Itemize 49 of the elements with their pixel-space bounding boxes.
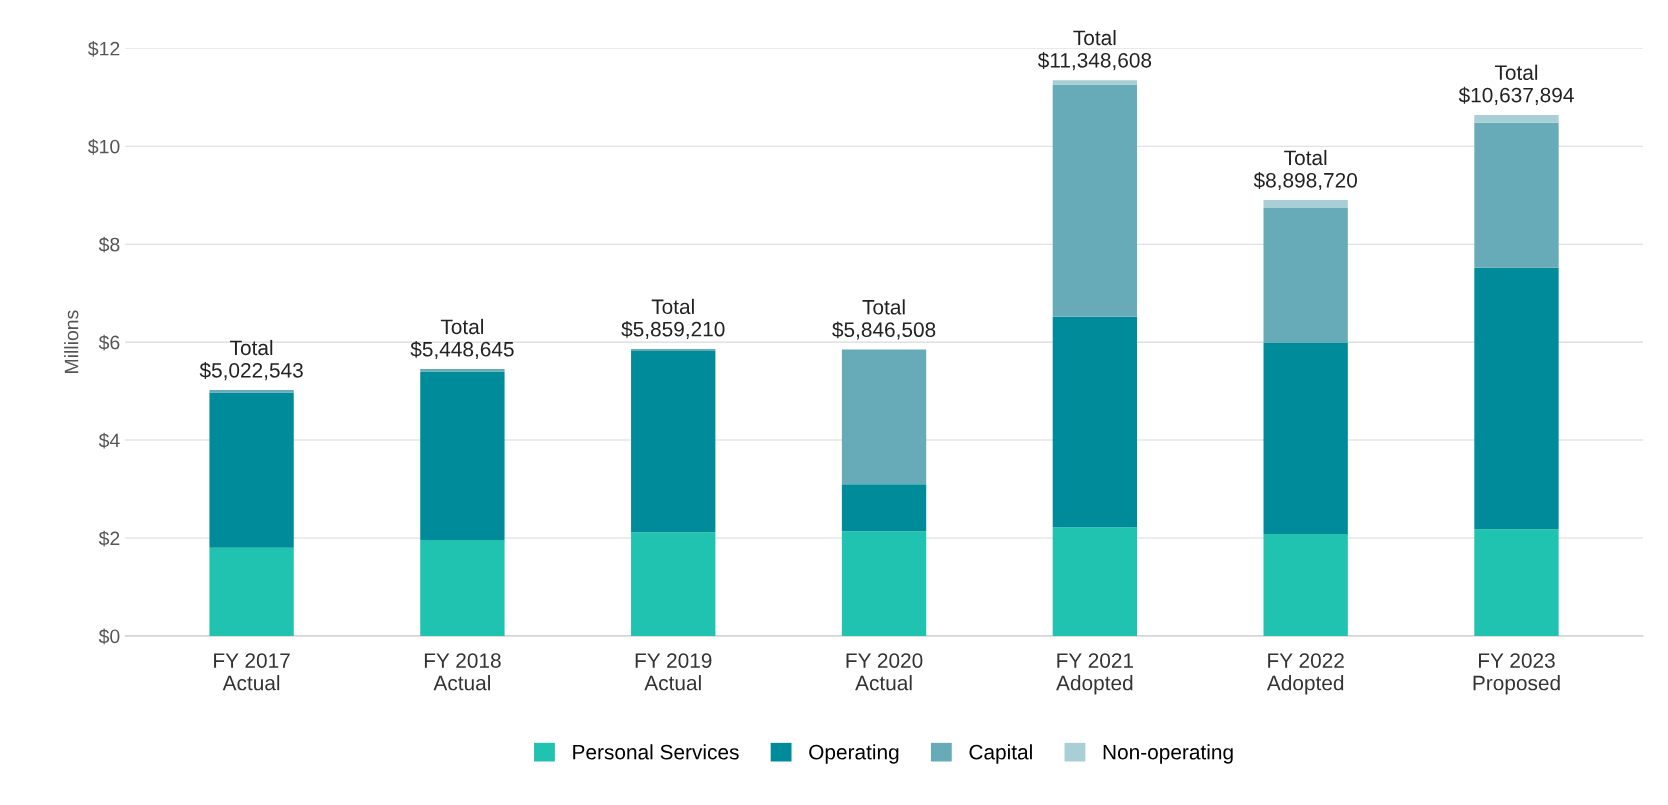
bar [1052,316,1138,528]
bar [841,531,927,636]
bar [1263,343,1348,535]
x-tick-label: FY 2020 Actual [846,653,923,691]
bar [1474,114,1559,123]
y-tick-label: $0 [98,628,120,645]
total-label: Total $5,859,210 [621,298,725,339]
y-tick-label: $6 [98,334,120,351]
x-tick-label: FY 2017 Actual [214,653,290,691]
x-tick-label: FY 2019 Actual [635,653,712,691]
bar [420,539,505,636]
total-label: Total $11,348,608 [1037,29,1152,71]
y-tick-label: $8 [98,236,120,253]
bar [209,392,294,548]
x-tick-label: FY 2021 Adopted [1056,653,1134,695]
legend-label: Capital [969,744,1032,764]
legend-label: Personal Services [573,744,739,760]
bar [1263,200,1348,208]
y-tick-label: $4 [98,432,120,449]
bar [1052,80,1138,85]
legend-label: Operating [809,744,899,764]
total-label: Total $5,022,543 [199,339,303,381]
total-label: Total $5,846,508 [832,299,936,340]
bar [420,371,505,540]
bar [631,350,716,533]
y-axis-title: Millions [64,310,79,373]
bar [1052,527,1138,636]
bar [841,349,927,485]
y-tick-label: $10 [88,138,120,155]
bar [1474,529,1559,636]
total-label: Total $5,448,645 [410,318,514,360]
y-tick-label: $2 [98,530,120,547]
bar [841,484,927,532]
bar [1474,122,1559,268]
y-tick-label: $12 [88,40,120,57]
bar [1474,267,1559,530]
bar [631,532,716,636]
bar [209,390,294,393]
total-label: Total $8,898,720 [1253,149,1357,191]
x-tick-label: FY 2018 Actual [424,653,501,691]
bar [1263,534,1348,636]
bar [1052,84,1138,317]
bar [420,369,505,372]
total-label: Total $10,637,894 [1458,64,1574,105]
x-tick-label: FY 2022 Adopted [1266,653,1344,695]
bar [209,547,294,636]
bar [1263,207,1348,344]
x-tick-label: FY 2023 Proposed [1473,653,1560,695]
legend-label: Non-operating [1103,744,1233,764]
